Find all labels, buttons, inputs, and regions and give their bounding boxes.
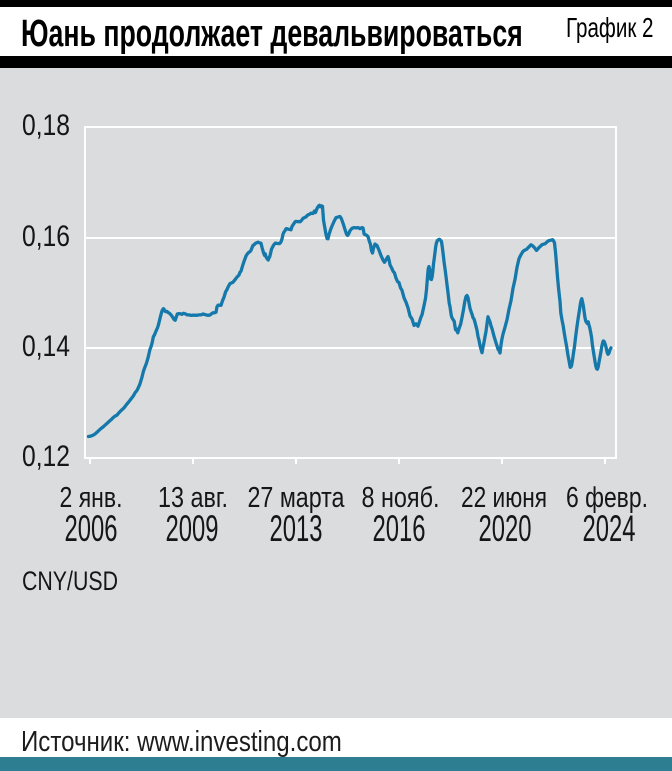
- svg-text:Юань продолжает девальвировать: Юань продолжает девальвироваться: [21, 11, 523, 54]
- svg-text:0,16: 0,16: [22, 219, 70, 253]
- svg-text:CNY/USD: CNY/USD: [22, 567, 118, 597]
- svg-text:2016: 2016: [373, 508, 426, 550]
- svg-text:0,12: 0,12: [22, 439, 70, 473]
- svg-text:2020: 2020: [479, 508, 532, 550]
- svg-text:22 июня: 22 июня: [461, 483, 547, 514]
- svg-text:8 нояб.: 8 нояб.: [362, 481, 440, 514]
- svg-text:График 2: График 2: [566, 13, 654, 44]
- svg-text:2013: 2013: [270, 508, 323, 550]
- svg-text:2006: 2006: [65, 508, 118, 550]
- svg-text:13 авг.: 13 авг.: [158, 481, 228, 514]
- svg-text:2009: 2009: [166, 508, 219, 550]
- svg-text:27 марта: 27 марта: [248, 481, 345, 514]
- svg-text:2 янв.: 2 янв.: [60, 483, 123, 514]
- svg-text:0,18: 0,18: [22, 108, 70, 142]
- svg-text:2024: 2024: [583, 508, 636, 550]
- svg-text:0,14: 0,14: [22, 329, 70, 363]
- svg-text:6 февр.: 6 февр.: [566, 483, 648, 514]
- svg-text:Источник: www.investing.com: Источник: www.investing.com: [21, 725, 342, 757]
